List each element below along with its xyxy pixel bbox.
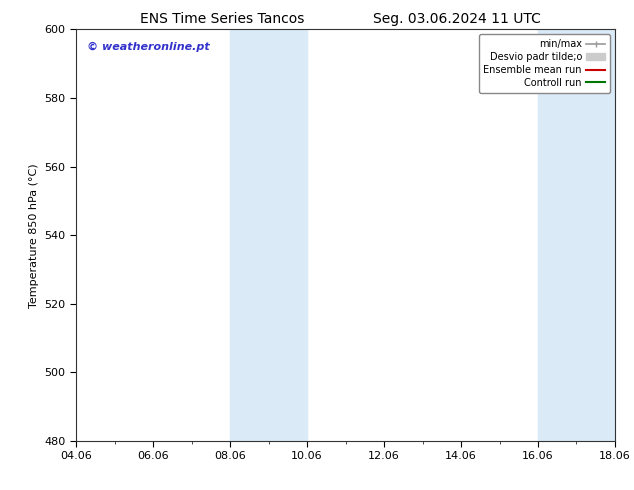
Bar xyxy=(564,29,615,441)
Y-axis label: Temperature 850 hPa (°C): Temperature 850 hPa (°C) xyxy=(29,163,39,308)
Text: Seg. 03.06.2024 11 UTC: Seg. 03.06.2024 11 UTC xyxy=(373,12,540,26)
Legend: min/max, Desvio padr tilde;o, Ensemble mean run, Controll run: min/max, Desvio padr tilde;o, Ensemble m… xyxy=(479,34,610,93)
Bar xyxy=(230,29,256,441)
Text: ENS Time Series Tancos: ENS Time Series Tancos xyxy=(139,12,304,26)
Bar xyxy=(538,29,564,441)
Bar xyxy=(256,29,307,441)
Text: © weatheronline.pt: © weatheronline.pt xyxy=(87,42,210,52)
